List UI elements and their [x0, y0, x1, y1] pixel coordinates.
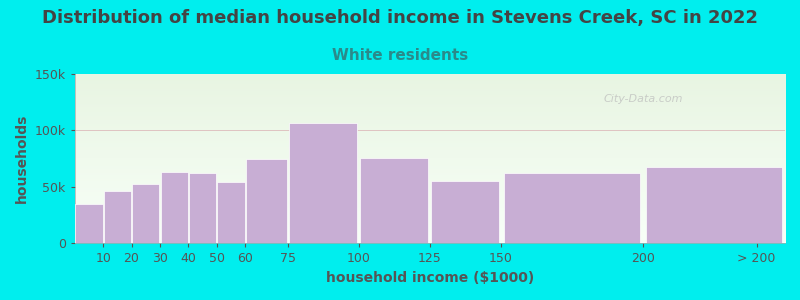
Bar — [431, 181, 499, 243]
Bar — [132, 184, 159, 243]
Bar — [646, 167, 782, 243]
Bar — [360, 158, 429, 243]
Bar — [104, 191, 131, 243]
Bar — [75, 204, 102, 243]
Text: White residents: White residents — [332, 48, 468, 63]
Bar — [290, 123, 358, 243]
Text: Distribution of median household income in Stevens Creek, SC in 2022: Distribution of median household income … — [42, 9, 758, 27]
Bar — [246, 159, 287, 243]
Y-axis label: households: households — [15, 114, 29, 203]
Text: City-Data.com: City-Data.com — [603, 94, 682, 104]
Bar — [218, 182, 245, 243]
X-axis label: household income ($1000): household income ($1000) — [326, 271, 534, 285]
Bar — [161, 172, 188, 243]
Bar — [189, 173, 216, 243]
Bar — [504, 173, 640, 243]
